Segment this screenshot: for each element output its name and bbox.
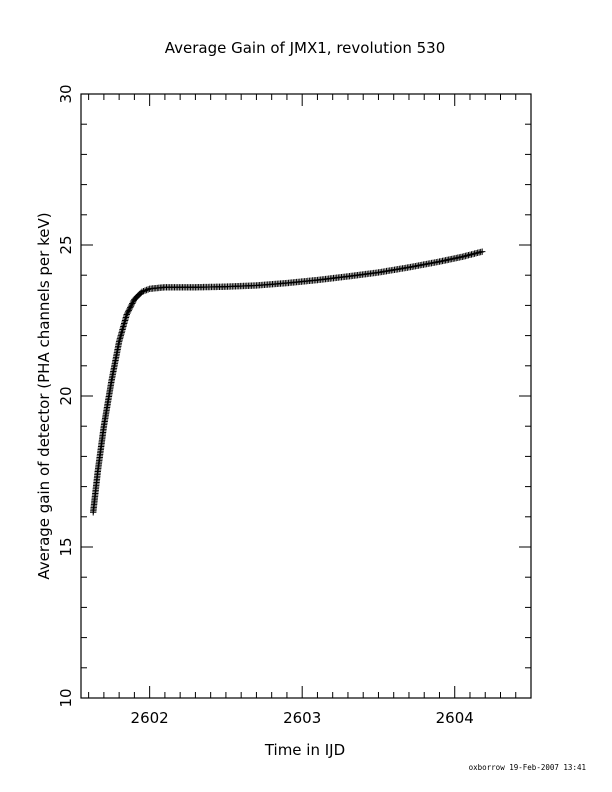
data-point xyxy=(141,287,149,294)
y-tick-label: 20 xyxy=(57,386,75,405)
data-point xyxy=(124,308,132,315)
data-point xyxy=(140,288,147,295)
data-point xyxy=(125,307,133,314)
y-tick-label: 25 xyxy=(57,235,75,254)
x-tick-label: 2604 xyxy=(436,709,474,727)
axis-ticks: 2602 2603 2604 10 15 20 25 30 xyxy=(57,84,532,727)
footer-stamp: oxborrow 19-Feb-2007 13:41 xyxy=(469,763,586,772)
data-point xyxy=(129,300,136,307)
y-tick-label: 15 xyxy=(57,537,75,556)
data-point xyxy=(128,301,135,309)
data-point xyxy=(123,311,130,318)
data-point xyxy=(144,286,152,293)
data-point xyxy=(138,288,146,296)
chart-title: Average Gain of JMX1, revolution 530 xyxy=(165,39,446,57)
data-series xyxy=(90,248,486,516)
y-tick-label: 10 xyxy=(57,688,75,707)
data-point xyxy=(126,305,133,313)
data-point xyxy=(478,248,486,255)
x-tick-label: 2603 xyxy=(283,709,321,727)
data-point xyxy=(127,303,135,310)
y-tick-label: 30 xyxy=(57,84,75,103)
x-axis-label: Time in IJD xyxy=(264,741,345,759)
data-point xyxy=(129,298,137,306)
y-axis-label: Average gain of detector (PHA channels p… xyxy=(35,212,53,579)
x-tick-label: 2602 xyxy=(131,709,169,727)
data-point xyxy=(143,286,150,294)
data-point xyxy=(124,309,131,317)
data-point xyxy=(127,304,134,311)
plot-frame xyxy=(80,93,532,699)
